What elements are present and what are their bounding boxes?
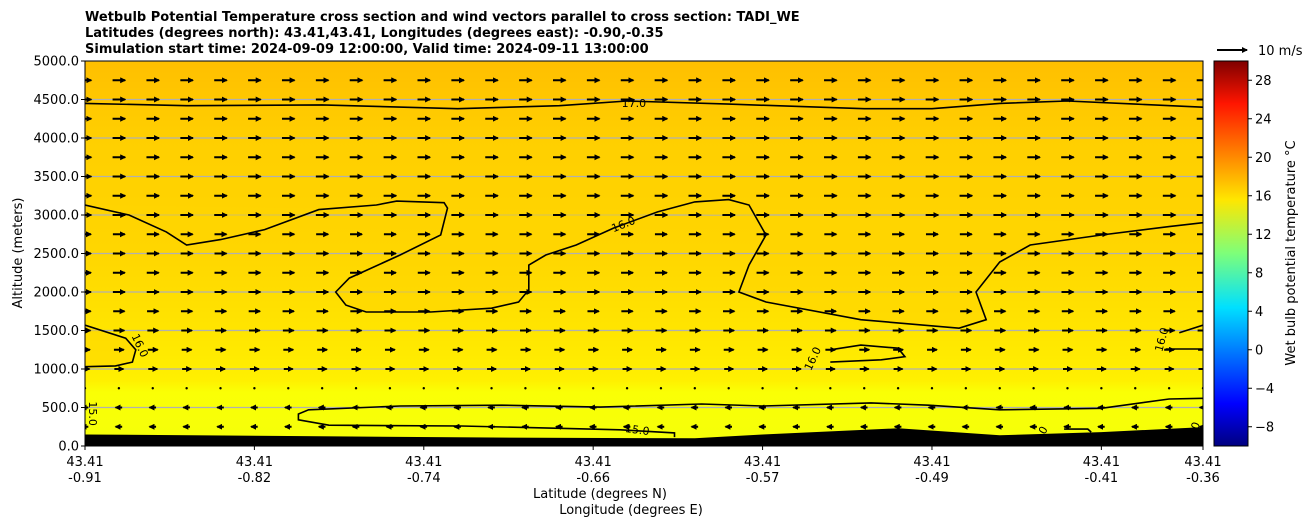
wind-key: 10 m/s	[1217, 44, 1303, 59]
colorbar-tick-label: 16	[1255, 189, 1272, 204]
title-line-2: Latitudes (degrees north): 43.41,43.41, …	[85, 26, 664, 41]
wind-vector	[1066, 387, 1069, 390]
y-axis: 0.0 500.0 1000.0 1500.0 2000.0 2500.0 3000.0 35…	[34, 55, 85, 455]
x-tick-label-lat: 43.41	[913, 455, 950, 470]
x-tick-label-lon: -0.82	[238, 471, 272, 486]
y-tick-label: 3500.0	[34, 170, 80, 185]
x-tick-label-lat: 43.41	[575, 455, 612, 470]
contour-label: 0	[1188, 420, 1203, 431]
colorbar	[1213, 60, 1249, 447]
contour-fill	[85, 199, 1203, 329]
contour-line	[297, 397, 1203, 438]
x-tick-label-lon: -0.74	[407, 471, 441, 486]
colorbar-tick-label: 24	[1255, 112, 1272, 127]
y-tick-label: 4500.0	[34, 93, 80, 108]
wind-vector	[1134, 387, 1137, 390]
chart-title: Wetbulb Potential Temperature cross sect…	[85, 10, 800, 57]
y-tick-label: 1000.0	[34, 363, 80, 378]
x-tick-label-lat: 43.41	[66, 455, 103, 470]
contour-line	[85, 324, 137, 368]
colorbar-tick-label: 0	[1255, 343, 1263, 358]
y-tick-label: 2000.0	[34, 286, 80, 301]
contour-fill	[85, 325, 136, 367]
wind-vectors	[85, 77, 1203, 430]
colorbar-tick-label: 20	[1255, 151, 1272, 166]
title-line-1: Wetbulb Potential Temperature cross sect…	[85, 10, 800, 25]
wind-vector	[930, 387, 934, 390]
x-tick-label-lat: 43.41	[1184, 455, 1221, 470]
contour-line	[1179, 324, 1203, 334]
y-tick-label: 500.0	[42, 401, 79, 416]
x-tick-label-lat: 43.41	[744, 455, 781, 470]
contour-label: 16.0	[1152, 326, 1171, 353]
colorbar-tick-label: 8	[1255, 266, 1263, 281]
x-tick-label-lon: -0.41	[1085, 471, 1119, 486]
wind-key-label: 10 m/s	[1258, 44, 1303, 59]
wind-vector	[524, 387, 527, 390]
colorbar-ticks: −8 −4 0 4 8 12 16 20 24 28	[1248, 74, 1274, 435]
wind-vector	[558, 387, 561, 390]
wind-vector	[1032, 387, 1035, 390]
x-axis-label-lon: Longitude (degrees E)	[559, 503, 703, 518]
wind-vector	[287, 387, 290, 390]
colorbar-tick-label: 12	[1255, 228, 1272, 243]
x-tick-label-lat: 43.41	[405, 455, 442, 470]
wind-vector	[1167, 387, 1171, 390]
wind-vector	[829, 387, 832, 390]
title-line-3: Simulation start time: 2024-09-09 12:00:…	[85, 42, 649, 57]
wind-vector	[964, 387, 968, 390]
y-tick-label: 0.0	[58, 440, 79, 455]
wind-vector	[388, 387, 392, 390]
wind-vector	[998, 387, 1001, 390]
colorbar-tick-label: 28	[1255, 74, 1272, 89]
wind-vector	[354, 387, 358, 390]
x-tick-label-lat: 43.41	[1083, 455, 1120, 470]
x-tick-label-lon: -0.66	[576, 471, 610, 486]
x-tick-label-lon: -0.49	[915, 471, 949, 486]
wind-vector	[693, 387, 697, 390]
x-tick-label-lon: -0.36	[1186, 471, 1220, 486]
wind-vector	[490, 387, 493, 390]
wind-vector	[117, 387, 121, 390]
wind-vector	[863, 387, 866, 390]
wind-vector	[896, 387, 900, 390]
y-tick-label: 4000.0	[34, 132, 80, 147]
x-tick-label-lon: -0.57	[746, 471, 780, 486]
colorbar-tick-label: 4	[1255, 305, 1263, 320]
contour-line	[85, 100, 1203, 110]
wind-vector	[659, 387, 663, 390]
terrain	[85, 427, 1203, 446]
x-axis-label-lat: Latitude (degrees N)	[533, 487, 667, 502]
x-tick-label-lat: 43.41	[236, 455, 273, 470]
wind-vector	[727, 387, 730, 390]
colorbar-tick-label: −4	[1255, 382, 1274, 397]
wind-vector	[625, 387, 629, 390]
wind-vector	[320, 387, 324, 390]
x-tick-label-lon: -0.91	[68, 471, 102, 486]
wind-vector	[219, 387, 222, 390]
wind-vector	[761, 387, 764, 390]
contour-line	[1064, 428, 1092, 433]
wind-vector	[591, 387, 595, 390]
wind-vector	[1100, 387, 1103, 390]
x-axis: 43.41-0.9143.41-0.8243.41-0.7443.41-0.66…	[66, 446, 1222, 486]
wind-vector	[795, 387, 798, 390]
wind-vector	[185, 387, 188, 390]
terrain-fill	[85, 427, 1203, 446]
wind-vector	[253, 387, 256, 390]
wind-vector	[456, 387, 459, 390]
y-tick-label: 5000.0	[34, 55, 80, 70]
wind-vector	[151, 387, 154, 390]
wind-vector	[422, 387, 425, 390]
y-tick-label: 3000.0	[34, 209, 80, 224]
colorbar-tick-label: −8	[1255, 420, 1274, 435]
contour-label: 15.0	[86, 401, 99, 426]
colorbar-label: Wet bulb potential temperature °C	[1284, 140, 1299, 365]
y-axis-label: Altitude (meters)	[11, 198, 26, 309]
contour-label: 15.0	[624, 422, 650, 438]
y-tick-label: 2500.0	[34, 247, 80, 262]
contour-line	[85, 198, 1203, 330]
y-tick-label: 1500.0	[34, 324, 80, 339]
